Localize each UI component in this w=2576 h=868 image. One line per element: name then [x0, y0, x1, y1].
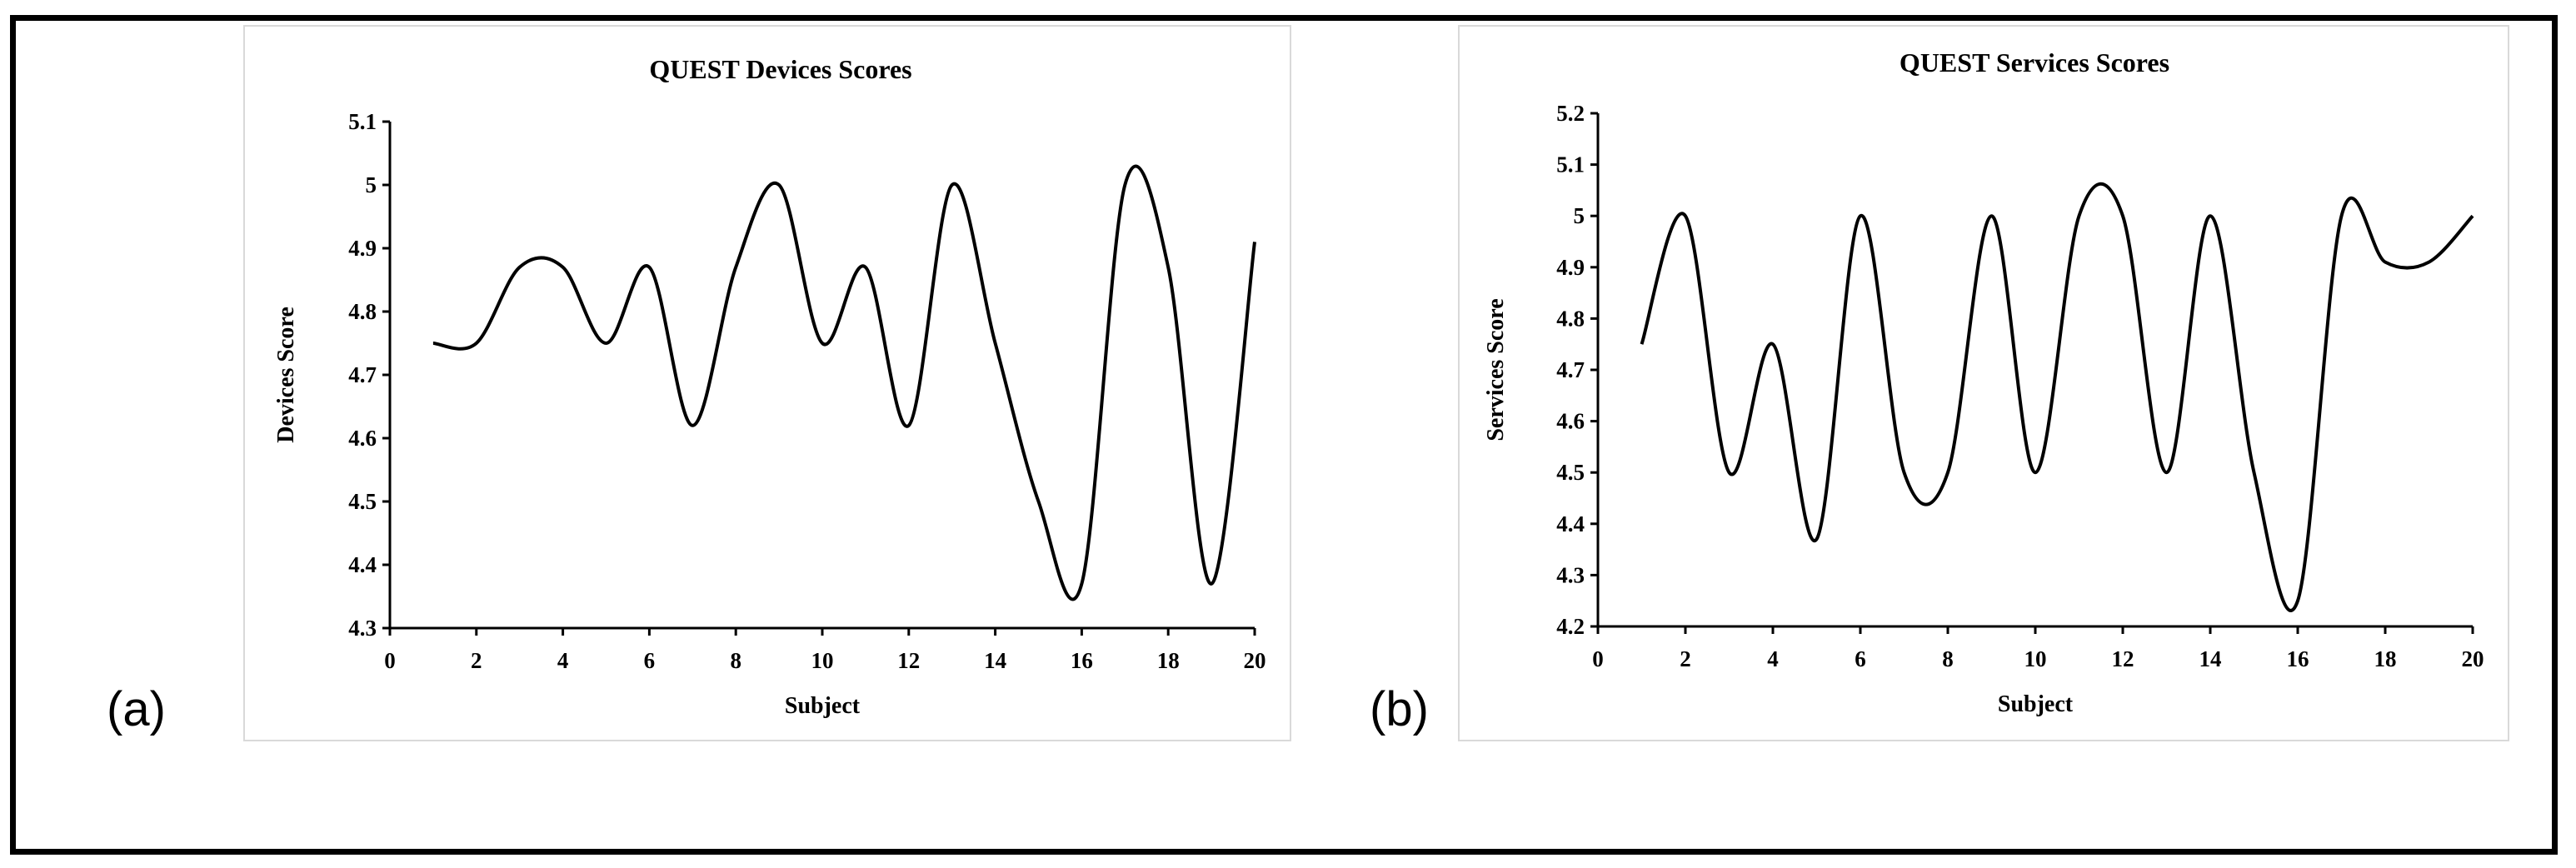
chart-panel-services: QUEST Services Scores 4.2 4.3 4.4 4.5 4.6 4.7 4…	[1458, 25, 2509, 741]
y-tick-label: 4.7	[348, 362, 377, 387]
y-tick-label: 4.8	[348, 299, 377, 324]
panel-label-a: (a)	[107, 682, 166, 736]
x-tick-label: 18	[1157, 648, 1180, 673]
x-tick-label: 4	[1767, 646, 1779, 671]
x-tick-label: 8	[1942, 646, 1954, 671]
y-tick-label: 4.3	[348, 616, 377, 641]
x-tick-label: 4	[557, 648, 569, 673]
x-tick-label: 0	[384, 648, 396, 673]
x-tick-label: 20	[1244, 648, 1266, 673]
panel-label-b: (b)	[1370, 682, 1429, 736]
y-tick-label: 4.8	[1556, 306, 1585, 331]
x-tick-label: 14	[984, 648, 1006, 673]
x-tick-label: 10	[2024, 646, 2047, 671]
y-tick-label: 5.1	[348, 109, 377, 134]
y-tick-label: 4.2	[1556, 614, 1585, 639]
x-tick-label: 14	[2199, 646, 2222, 671]
x-tick-label: 2	[1680, 646, 1691, 671]
y-tick-label: 5.1	[1556, 152, 1585, 177]
y-tick-label: 5	[1574, 203, 1585, 228]
x-tick-label: 16	[2287, 646, 2309, 671]
y-tick-label: 4.9	[1556, 255, 1585, 280]
devices-chart: QUEST Devices Scores 4.3 4.4 4.5 4.6 4.7 4.8 4.…	[273, 54, 1266, 719]
x-tick-label: 6	[1855, 646, 1866, 671]
x-tick-label: 12	[897, 648, 920, 673]
y-axis-label: Services Score	[1483, 298, 1509, 441]
x-tick-label: 16	[1071, 648, 1093, 673]
x-tick-label: 20	[2462, 646, 2484, 671]
y-axis-label: Devices Score	[273, 307, 299, 443]
series-line	[432, 164, 1256, 601]
chart-title: QUEST Services Scores	[1900, 47, 2169, 77]
y-tick-label: 4.4	[1556, 511, 1585, 536]
x-tick-label: 10	[811, 648, 834, 673]
chart-panel-devices: QUEST Devices Scores 4.3 4.4 4.5 4.6 4.7 4.8 4.…	[243, 25, 1291, 741]
x-tick-label: 12	[2112, 646, 2134, 671]
y-tick-label: 5.2	[1556, 101, 1585, 126]
chart-title: QUEST Devices Scores	[649, 54, 911, 84]
x-tick-label: 8	[730, 648, 741, 673]
x-tick-label: 6	[644, 648, 656, 673]
x-tick-label: 0	[1592, 646, 1604, 671]
y-tick-label: 4.5	[1556, 460, 1585, 485]
y-tick-label: 4.5	[348, 489, 377, 514]
y-tick-label: 5	[366, 172, 377, 197]
y-tick-label: 4.3	[1556, 562, 1585, 587]
y-tick-label: 4.6	[1556, 409, 1585, 434]
x-axis-label: Subject	[1998, 691, 2074, 717]
y-tick-label: 4.7	[1556, 357, 1585, 382]
series-line	[1640, 182, 2474, 612]
y-tick-label: 4.6	[348, 426, 377, 451]
y-tick-label: 4.9	[348, 236, 377, 261]
services-chart: QUEST Services Scores 4.2 4.3 4.4 4.5 4.6 4.7 4…	[1483, 47, 2484, 717]
x-tick-label: 2	[471, 648, 482, 673]
y-tick-label: 4.4	[348, 552, 377, 577]
x-axis-label: Subject	[785, 693, 861, 719]
x-tick-label: 18	[2374, 646, 2397, 671]
